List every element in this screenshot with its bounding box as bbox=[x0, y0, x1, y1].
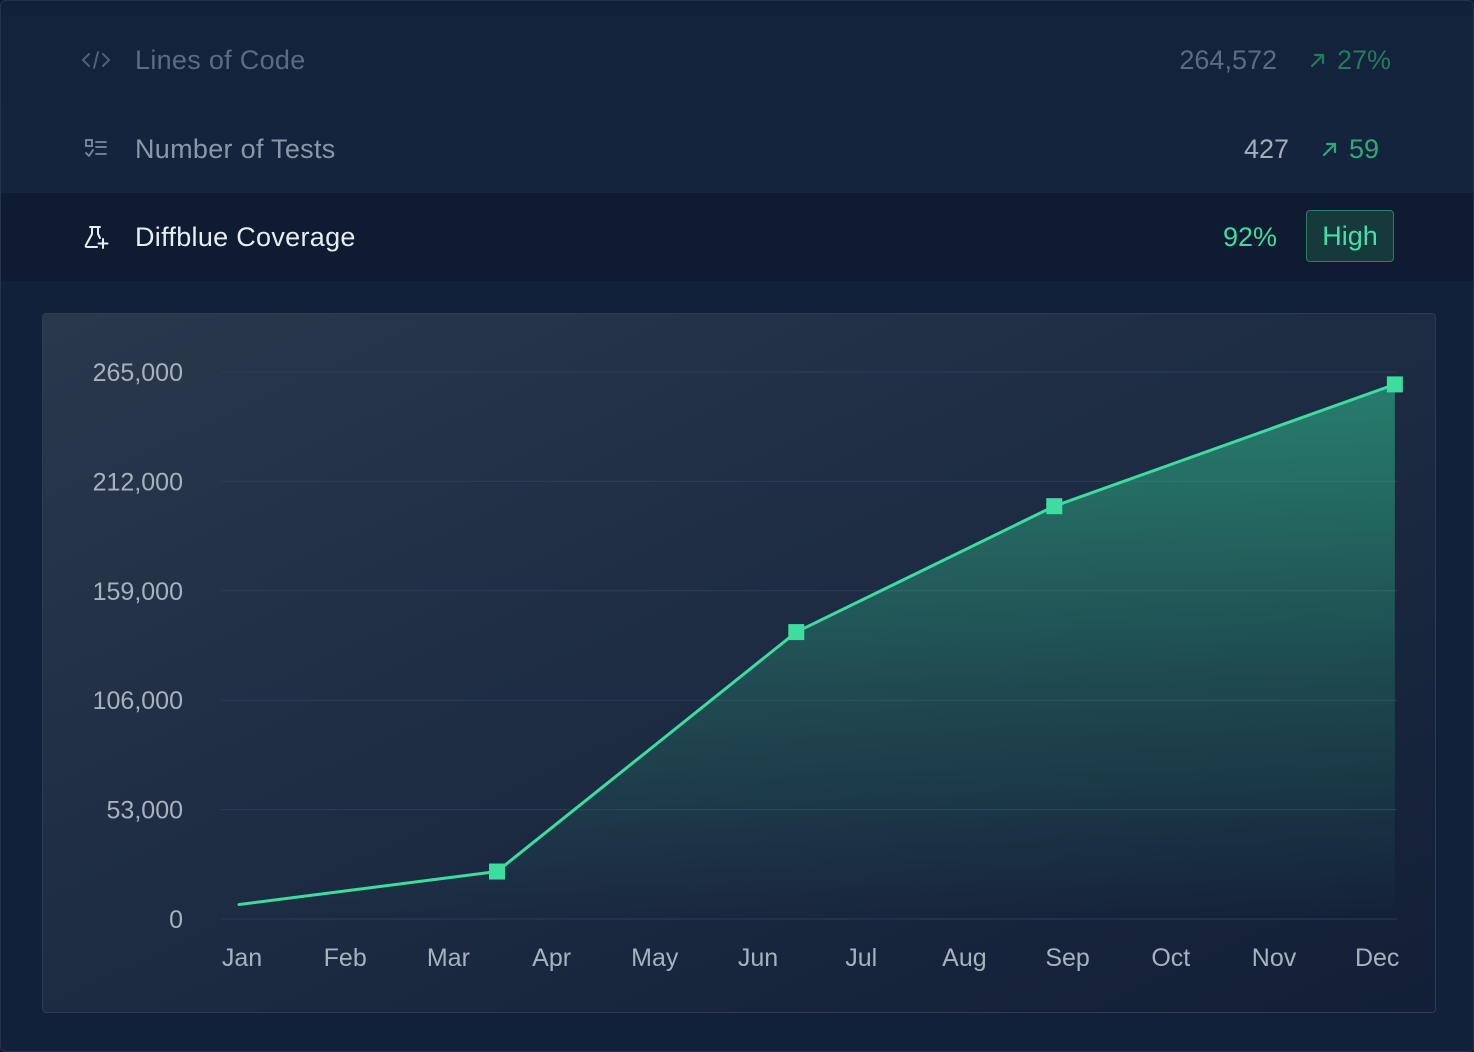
x-tick-label: Dec bbox=[1355, 944, 1399, 972]
checklist-icon bbox=[81, 134, 111, 164]
y-axis: 265,000 212,000 159,000 106,000 53,000 0 bbox=[93, 359, 183, 934]
y-tick-label: 106,000 bbox=[93, 687, 183, 715]
metric-label: Lines of Code bbox=[135, 44, 306, 75]
x-tick-label: Jul bbox=[845, 944, 877, 972]
metric-row-lines-of-code: Lines of Code 264,572 27% bbox=[1, 15, 1473, 106]
data-point-marker bbox=[489, 863, 505, 880]
x-tick-label: Aug bbox=[942, 944, 986, 972]
x-tick-label: Apr bbox=[532, 944, 571, 972]
x-tick-label: Nov bbox=[1252, 944, 1297, 972]
flask-plus-icon bbox=[81, 222, 111, 252]
y-tick-label: 159,000 bbox=[93, 578, 183, 606]
metric-value: 264,572 bbox=[1179, 44, 1277, 75]
data-point-marker bbox=[1386, 376, 1403, 393]
metric-row-tests: Number of Tests 427 59 bbox=[1, 105, 1473, 193]
y-tick-label: 212,000 bbox=[93, 468, 183, 496]
coverage-chart: 265,000 212,000 159,000 106,000 53,000 0 Jan F… bbox=[42, 313, 1436, 1013]
arrow-up-right-icon bbox=[1309, 51, 1327, 69]
data-point-marker bbox=[788, 624, 805, 641]
x-tick-label: Sep bbox=[1045, 944, 1089, 972]
metric-delta: 59 bbox=[1321, 134, 1379, 165]
series-area bbox=[239, 384, 1395, 919]
x-tick-label: Jan bbox=[222, 944, 262, 972]
chart-markers bbox=[489, 376, 1403, 880]
coverage-level-badge: High bbox=[1306, 210, 1394, 262]
metric-value: 427 bbox=[1243, 133, 1289, 164]
y-tick-label: 53,000 bbox=[107, 797, 183, 825]
x-tick-label: Mar bbox=[427, 944, 470, 972]
coverage-value: 92% bbox=[1222, 221, 1277, 252]
chart-area bbox=[237, 382, 1397, 919]
metric-label: Number of Tests bbox=[135, 133, 336, 164]
metric-delta-value: 27% bbox=[1337, 44, 1392, 75]
chart-canvas: 265,000 212,000 159,000 106,000 53,000 0 Jan F… bbox=[93, 359, 1403, 972]
x-tick-label: Jun bbox=[738, 944, 778, 972]
metric-row-coverage: Diffblue Coverage 92% High bbox=[1, 193, 1473, 281]
code-icon bbox=[81, 45, 111, 75]
y-tick-label: 0 bbox=[169, 906, 183, 934]
arrow-up-right-icon bbox=[1321, 140, 1339, 158]
x-tick-label: Feb bbox=[324, 944, 367, 972]
x-tick-label: Oct bbox=[1151, 944, 1190, 972]
data-point-marker bbox=[1046, 498, 1063, 515]
metric-label: Diffblue Coverage bbox=[135, 221, 356, 252]
y-tick-label: 265,000 bbox=[93, 359, 183, 387]
metric-delta: 27% bbox=[1309, 45, 1391, 76]
x-tick-label: May bbox=[631, 944, 679, 972]
x-axis: Jan Feb Mar Apr May Jun Jul Aug Sep Oct Nov Dec bbox=[222, 944, 1400, 972]
metric-delta-value: 59 bbox=[1349, 133, 1380, 164]
